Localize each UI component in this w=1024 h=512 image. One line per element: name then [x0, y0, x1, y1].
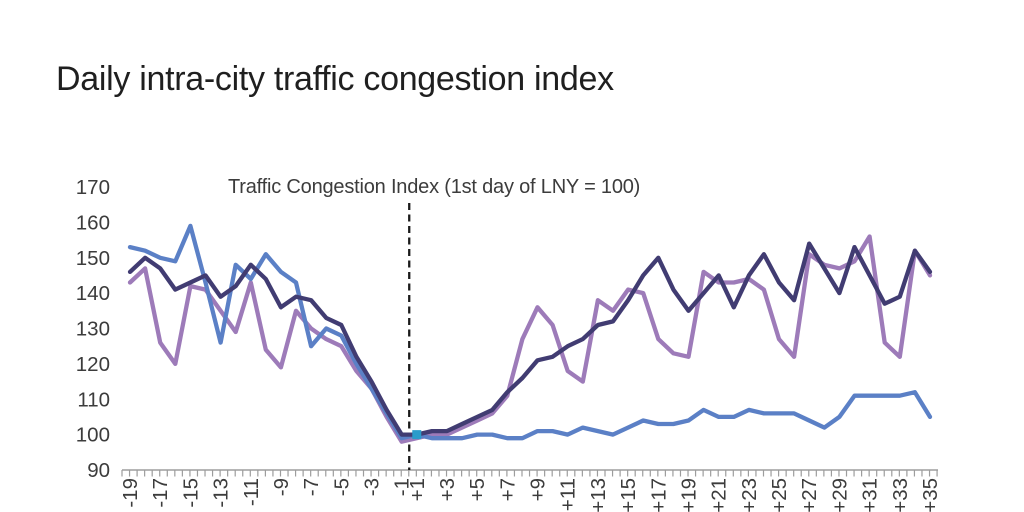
x-axis-tick-label: +15 [617, 478, 640, 512]
y-axis-tick-label: 90 [87, 459, 110, 482]
x-axis-tick-label: -13 [210, 478, 233, 508]
x-axis-tick-label: +23 [738, 478, 761, 512]
x-axis-tick-label: +29 [828, 478, 851, 512]
page-title: Daily intra-city traffic congestion inde… [56, 60, 614, 98]
x-axis-tick-label: +33 [889, 478, 912, 512]
x-axis-tick-label: +27 [798, 478, 821, 512]
y-axis-tick-label: 140 [76, 282, 110, 305]
x-axis-tick-label: -11 [240, 478, 263, 506]
x-axis-tick-label: -15 [179, 478, 202, 508]
x-axis-tick-label: +9 [527, 478, 550, 501]
chart-title: Traffic Congestion Index (1st day of LNY… [228, 176, 640, 198]
light-purple-line [127, 234, 933, 444]
x-axis-tick-label: +31 [859, 478, 882, 512]
x-axis-tick-label: +21 [708, 478, 731, 512]
x-axis-tick-label: +1 [406, 478, 429, 501]
x-axis-tick-label: -17 [149, 478, 172, 508]
x-axis-tick-label: -5 [330, 478, 353, 496]
x-axis-tick-label: +19 [677, 478, 700, 512]
x-axis-tick-label: -7 [300, 478, 323, 496]
x-axis-tick-label: +5 [466, 478, 489, 501]
y-axis-tick-label: 150 [76, 247, 110, 270]
y-axis-tick-label: 100 [76, 424, 110, 447]
y-axis-tick-label: 160 [76, 211, 110, 234]
x-axis-tick-label: +35 [919, 478, 942, 512]
blue-line [127, 223, 933, 441]
y-axis-tick-label: 120 [76, 353, 110, 376]
x-axis-tick-label: -1 [391, 478, 414, 496]
dark-navy-line [127, 241, 933, 437]
x-axis-tick-label: -3 [361, 478, 384, 496]
y-axis-tick-label: 170 [76, 176, 110, 199]
x-axis-tick-label: -9 [270, 478, 293, 496]
x-axis-tick-label: +13 [587, 478, 610, 512]
x-axis-tick-label: +25 [768, 478, 791, 512]
x-axis-tick-label: +3 [436, 478, 459, 501]
x-axis-tick-label: -19 [119, 478, 142, 508]
y-axis-tick-label: 130 [76, 318, 110, 341]
x-axis-tick-label: +7 [496, 478, 519, 501]
y-axis-tick-label: 110 [77, 388, 110, 411]
lny-day-marker [412, 430, 422, 440]
x-axis-tick-label: +11 [557, 478, 580, 511]
x-axis-tick-label: +17 [647, 478, 670, 512]
